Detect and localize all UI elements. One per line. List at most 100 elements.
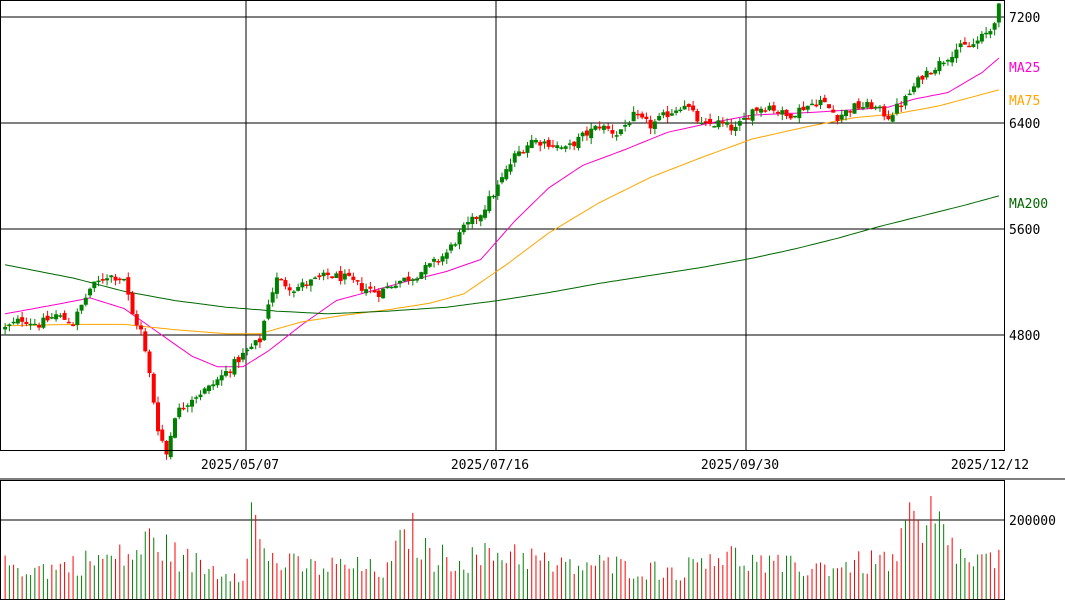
candle-body bbox=[262, 320, 267, 341]
candlestick bbox=[810, 99, 815, 106]
candle-body bbox=[695, 110, 700, 122]
candlestick bbox=[521, 149, 526, 154]
candle-body bbox=[516, 151, 521, 156]
candle-body bbox=[347, 272, 352, 276]
candlestick bbox=[924, 67, 929, 80]
candlestick bbox=[614, 131, 619, 141]
candlestick bbox=[763, 107, 768, 113]
candle-body bbox=[194, 397, 199, 399]
candle-body bbox=[313, 277, 318, 280]
candlestick bbox=[635, 109, 640, 120]
candlestick bbox=[109, 274, 114, 283]
candle-body bbox=[661, 112, 666, 116]
candlestick bbox=[516, 145, 521, 157]
candlestick bbox=[300, 278, 305, 292]
candle-body bbox=[487, 196, 492, 212]
candlestick bbox=[801, 101, 806, 111]
y-tick-label: 5600 bbox=[1009, 223, 1040, 238]
candlestick bbox=[623, 119, 628, 132]
candle-body bbox=[172, 418, 177, 438]
candlestick bbox=[483, 205, 488, 220]
candle-body bbox=[814, 104, 819, 107]
x-tick-label: 2025/05/07 bbox=[201, 458, 279, 473]
candlestick bbox=[733, 121, 738, 137]
candle-body bbox=[937, 61, 942, 72]
candlestick bbox=[584, 126, 589, 141]
candle-body bbox=[882, 106, 887, 117]
candlestick bbox=[597, 121, 602, 131]
candlestick bbox=[916, 75, 921, 89]
candlestick bbox=[321, 269, 326, 281]
candle-body bbox=[325, 272, 330, 276]
candle-body bbox=[126, 277, 131, 295]
candlestick bbox=[134, 310, 139, 330]
candlestick bbox=[308, 279, 313, 292]
candle-body bbox=[648, 119, 653, 129]
candle-body bbox=[631, 111, 636, 122]
candlestick bbox=[75, 308, 80, 331]
candle-body bbox=[512, 153, 517, 163]
candle-body bbox=[712, 126, 717, 128]
candle-body bbox=[415, 278, 420, 281]
candle-body bbox=[920, 75, 925, 80]
candle-body bbox=[232, 359, 237, 375]
candle-body bbox=[784, 109, 789, 117]
candle-body bbox=[771, 105, 776, 111]
candle-body bbox=[177, 407, 182, 418]
candlestick bbox=[168, 432, 173, 460]
candle-body bbox=[164, 440, 169, 455]
price-grid bbox=[0, 0, 1004, 450]
candle-body bbox=[444, 252, 449, 259]
candle-body bbox=[419, 272, 424, 279]
candlestick bbox=[686, 103, 691, 111]
candlestick bbox=[240, 348, 245, 363]
candlestick bbox=[419, 271, 424, 280]
candlestick bbox=[678, 106, 683, 113]
y-tick-label: 6400 bbox=[1009, 117, 1040, 132]
candle-body bbox=[950, 56, 955, 63]
candlestick bbox=[164, 440, 169, 460]
candle-body bbox=[75, 311, 80, 326]
candle-body bbox=[533, 139, 538, 143]
candlestick bbox=[71, 322, 76, 327]
candlestick bbox=[206, 384, 211, 394]
ma200-line bbox=[5, 195, 1000, 315]
candlestick bbox=[194, 395, 199, 404]
candlestick bbox=[767, 102, 772, 112]
candle-body bbox=[894, 103, 899, 114]
candle-body bbox=[504, 169, 509, 180]
candle-body bbox=[567, 143, 572, 145]
candle-body bbox=[11, 321, 16, 324]
candle-body bbox=[478, 215, 483, 222]
candle-body bbox=[580, 132, 585, 137]
candle-body bbox=[827, 104, 832, 109]
candle-body bbox=[550, 145, 555, 147]
candlestick bbox=[83, 293, 88, 307]
candlestick bbox=[313, 276, 318, 280]
candle-body bbox=[584, 130, 589, 136]
candle-body bbox=[15, 318, 20, 324]
candlestick bbox=[682, 100, 687, 110]
candle-body bbox=[818, 99, 823, 106]
candlestick bbox=[835, 114, 840, 125]
candlestick bbox=[780, 106, 785, 121]
candle-body bbox=[877, 106, 882, 109]
candlestick bbox=[563, 145, 568, 153]
candle-body bbox=[542, 141, 547, 144]
candlestick bbox=[304, 280, 309, 289]
candlestick bbox=[928, 71, 933, 75]
candle-body bbox=[996, 3, 1001, 23]
candle-body bbox=[572, 141, 577, 147]
candle-body bbox=[470, 216, 475, 225]
candle-body bbox=[283, 280, 288, 287]
candle-body bbox=[521, 152, 526, 154]
candle-body bbox=[351, 276, 356, 280]
candle-body bbox=[716, 120, 721, 128]
candle-body bbox=[563, 146, 568, 149]
candlestick bbox=[729, 118, 734, 135]
candlestick bbox=[330, 276, 335, 279]
candlestick bbox=[287, 283, 292, 296]
candle-body bbox=[839, 114, 844, 120]
candlestick bbox=[7, 323, 12, 332]
candle-body bbox=[359, 283, 364, 291]
